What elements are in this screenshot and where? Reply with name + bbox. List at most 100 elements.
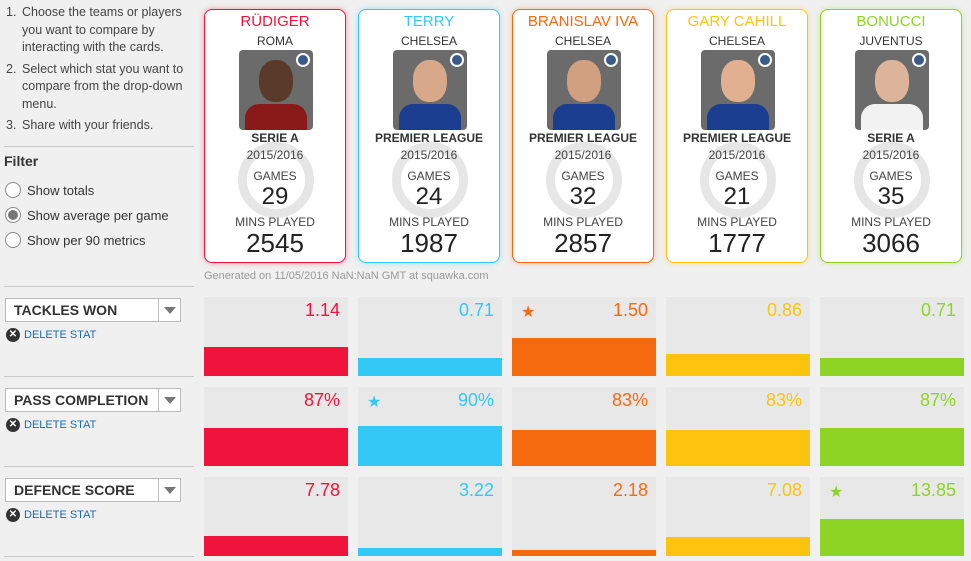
- player-head: [259, 60, 293, 102]
- stat-value: 13.85: [910, 480, 956, 500]
- player-card[interactable]: GARY CAHILL CHELSEA PREMIER LEAGUE 2015/…: [666, 9, 808, 263]
- player-shirt: [245, 104, 307, 130]
- radio-button-checked[interactable]: [5, 207, 21, 223]
- games-ring: [854, 142, 930, 218]
- stat-cell: 87%: [204, 387, 348, 466]
- player-name[interactable]: GARY CAHILL: [687, 13, 787, 30]
- games-label: GAMES: [869, 169, 913, 183]
- player-shirt: [399, 104, 461, 130]
- divider: [4, 376, 194, 377]
- chevron-down-icon[interactable]: [158, 299, 180, 321]
- swap-player-icon[interactable]: [758, 53, 772, 67]
- season: 2015/2016: [862, 148, 920, 162]
- games-value: 24: [415, 183, 443, 210]
- team-name: JUVENTUS: [859, 34, 923, 48]
- mins-value: 1987: [400, 228, 458, 258]
- stat-bar: [358, 426, 502, 466]
- stat-value: 87%: [919, 390, 956, 410]
- star-icon: ★: [367, 394, 382, 411]
- player-card[interactable]: BONUCCI JUVENTUS SERIE A 2015/2016 GAMES…: [820, 9, 962, 263]
- radio-button[interactable]: [5, 232, 21, 248]
- close-icon[interactable]: ✕: [6, 418, 20, 432]
- stat-value: 0.71: [920, 300, 956, 320]
- mins-value: 3066: [862, 228, 920, 258]
- stat-value: 83%: [611, 390, 648, 410]
- stat-cell: 2.18: [512, 477, 656, 556]
- mins-label: MINS PLAYED: [543, 215, 623, 229]
- player-card[interactable]: TERRY CHELSEA PREMIER LEAGUE 2015/2016 G…: [358, 9, 500, 263]
- swap-player-icon[interactable]: [604, 53, 618, 67]
- player-card[interactable]: RÜDIGER ROMA SERIE A 2015/2016 GAMES 29 …: [204, 9, 346, 263]
- player-photo[interactable]: [393, 50, 467, 130]
- stat-bar: [666, 537, 810, 556]
- games-label: GAMES: [253, 169, 297, 183]
- player-name[interactable]: BRANISLAV IVA: [527, 13, 639, 30]
- stat-cell: ★ 13.85: [820, 477, 964, 556]
- player-photo[interactable]: [855, 50, 929, 130]
- instruction-step: 2. Select which stat you want to compare …: [6, 61, 184, 111]
- stat-select-tackles[interactable]: TACKLES WON: [5, 298, 181, 322]
- games-ring: [546, 142, 622, 218]
- stat-select-defence[interactable]: DEFENCE SCORE: [5, 478, 181, 502]
- league: SERIE A: [251, 131, 299, 145]
- chevron-down-icon[interactable]: [158, 389, 180, 411]
- swap-player-icon[interactable]: [450, 53, 464, 67]
- season: 2015/2016: [400, 148, 458, 162]
- player-head: [567, 60, 601, 102]
- stat-value: 83%: [765, 390, 802, 410]
- mins-value: 2545: [246, 228, 304, 258]
- team-name: CHELSEA: [400, 34, 458, 48]
- stat-cell: 87%: [820, 387, 964, 466]
- season: 2015/2016: [246, 148, 304, 162]
- mins-label: MINS PLAYED: [235, 215, 315, 229]
- games-ring: [392, 142, 468, 218]
- stat-cell: ★ 1.50: [512, 297, 656, 376]
- stat-value: 1.50: [612, 300, 648, 320]
- games-value: 35: [877, 183, 905, 210]
- radio-button[interactable]: [5, 182, 21, 198]
- player-photo[interactable]: [547, 50, 621, 130]
- season: 2015/2016: [708, 148, 766, 162]
- star-icon: ★: [521, 304, 536, 321]
- team-name: CHELSEA: [554, 34, 612, 48]
- stat-cell: 7.78: [204, 477, 348, 556]
- league: PREMIER LEAGUE: [682, 131, 791, 145]
- mins-value: 2857: [554, 228, 612, 258]
- delete-stat-button[interactable]: ✕ DELETE STAT: [6, 328, 96, 342]
- delete-stat-button[interactable]: ✕ DELETE STAT: [6, 508, 96, 522]
- filter-option-per90[interactable]: Show per 90 metrics: [5, 232, 146, 248]
- player-photo[interactable]: [701, 50, 775, 130]
- stat-value: 7.08: [766, 480, 802, 500]
- swap-player-icon[interactable]: [296, 53, 310, 67]
- player-head: [413, 60, 447, 102]
- stat-value: 1.14: [304, 300, 340, 320]
- star-icon: ★: [829, 484, 844, 501]
- player-name[interactable]: BONUCCI: [856, 13, 926, 30]
- close-icon[interactable]: ✕: [6, 328, 20, 342]
- mins-label: MINS PLAYED: [851, 215, 931, 229]
- instruction-step: 1. Choose the teams or players you want t…: [6, 5, 182, 54]
- stat-cell: 83%: [666, 387, 810, 466]
- player-shirt: [553, 104, 615, 130]
- divider: [4, 146, 194, 147]
- player-name[interactable]: TERRY: [403, 13, 455, 30]
- stat-bar: [666, 430, 810, 466]
- stat-cell: 1.14: [204, 297, 348, 376]
- filter-option-average[interactable]: Show average per game: [5, 207, 169, 223]
- delete-stat-button[interactable]: ✕ DELETE STAT: [6, 418, 96, 432]
- team-name: CHELSEA: [708, 34, 766, 48]
- swap-player-icon[interactable]: [912, 53, 926, 67]
- player-photo[interactable]: [239, 50, 313, 130]
- stat-value: 3.22: [458, 480, 494, 500]
- stat-select-pass[interactable]: PASS COMPLETION: [5, 388, 181, 412]
- player-card[interactable]: BRANISLAV IVA CHELSEA PREMIER LEAGUE 201…: [512, 9, 654, 263]
- stat-value: 0.86: [766, 300, 802, 320]
- filter-option-totals[interactable]: Show totals: [5, 182, 94, 198]
- stat-cell: 0.86: [666, 297, 810, 376]
- season: 2015/2016: [554, 148, 612, 162]
- stat-bar: [820, 519, 964, 556]
- player-head: [875, 60, 909, 102]
- player-name[interactable]: RÜDIGER: [240, 13, 310, 30]
- chevron-down-icon[interactable]: [158, 479, 180, 501]
- close-icon[interactable]: ✕: [6, 508, 20, 522]
